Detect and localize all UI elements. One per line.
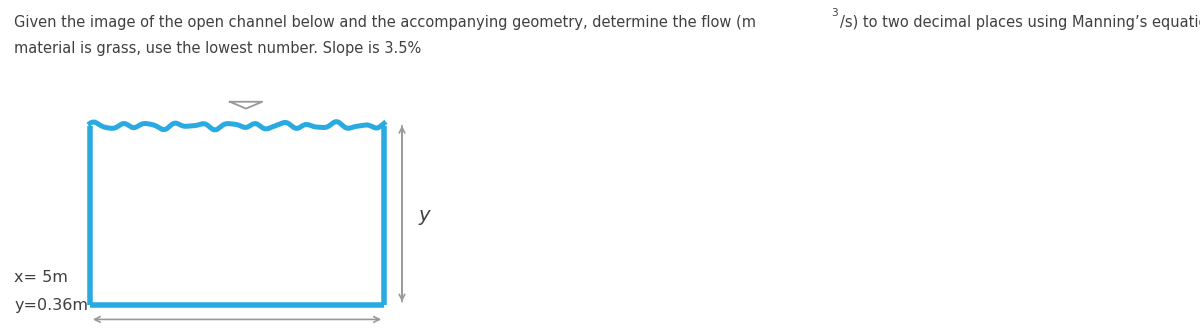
Text: x= 5m: x= 5m <box>14 270 68 285</box>
Text: y: y <box>419 206 431 225</box>
Text: y=0.36m: y=0.36m <box>14 298 89 313</box>
Text: /s) to two decimal places using Manning’s equation. Assume the channel: /s) to two decimal places using Manning’… <box>840 15 1200 30</box>
Text: material is grass, use the lowest number. Slope is 3.5%: material is grass, use the lowest number… <box>14 41 421 56</box>
Text: Given the image of the open channel below and the accompanying geometry, determi: Given the image of the open channel belo… <box>14 15 756 30</box>
Text: 3: 3 <box>832 8 839 18</box>
